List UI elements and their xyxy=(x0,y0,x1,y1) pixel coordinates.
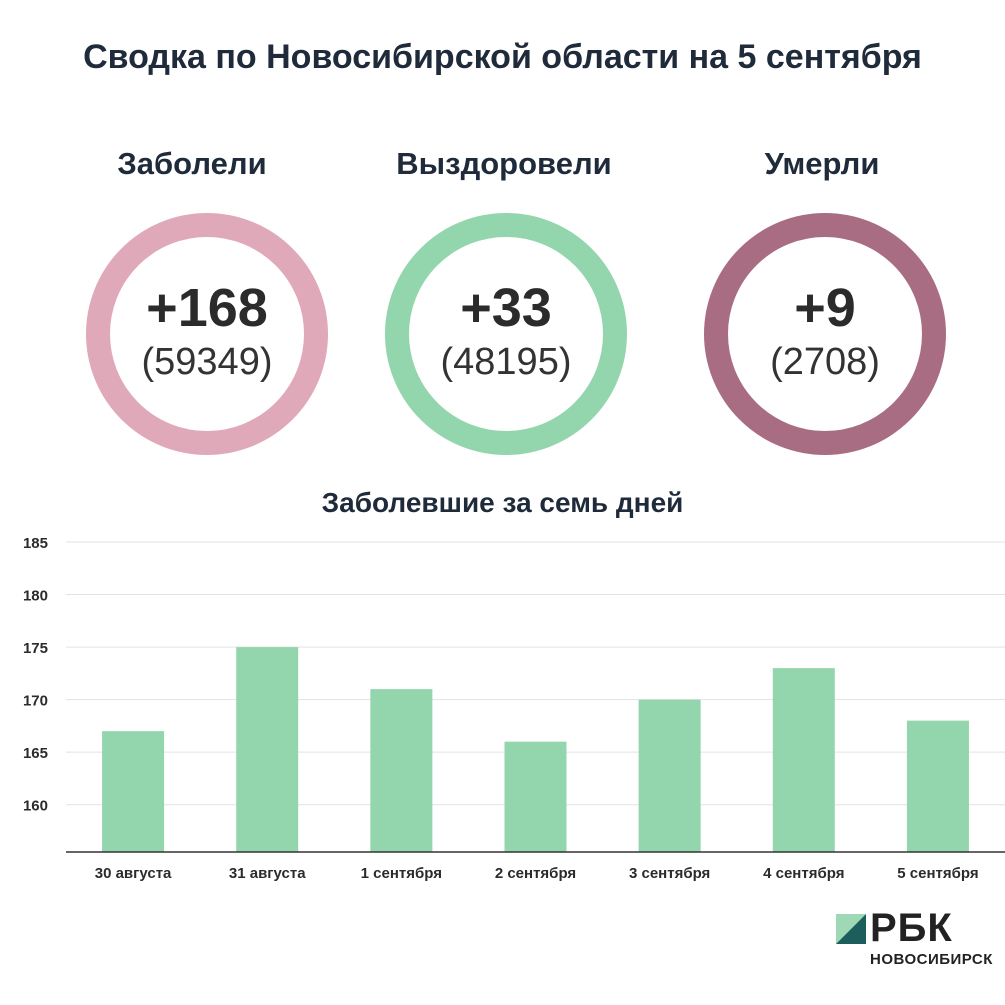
y-tick-label: 165 xyxy=(23,745,48,762)
y-tick-label: 180 xyxy=(23,588,48,605)
x-tick-label: 1 сентября xyxy=(361,865,442,882)
y-tick-label: 160 xyxy=(23,798,48,815)
stat-total-recovered: (48195) xyxy=(440,341,572,383)
bar xyxy=(906,720,969,852)
stat-ring-deaths: +9 (2708) xyxy=(704,213,946,455)
bar xyxy=(102,731,165,852)
bar xyxy=(370,689,433,852)
y-tick-label: 170 xyxy=(23,693,48,710)
x-tick-label: 2 сентября xyxy=(495,865,576,882)
logo-name: РБК xyxy=(870,906,953,950)
stat-ring-infected: +168 (59349) xyxy=(86,213,328,455)
stat-value-infected: +168 xyxy=(146,278,268,338)
x-tick-label: 3 сентября xyxy=(629,865,710,882)
stat-label-infected: Заболели xyxy=(117,146,267,181)
stat-ring-recovered: +33 (48195) xyxy=(385,213,627,455)
logo-subtitle: НОВОСИБИРСК xyxy=(870,951,993,968)
stat-label-deaths: Умерли xyxy=(764,146,880,181)
rbc-logo-mark xyxy=(836,914,866,944)
page-title: Сводка по Новосибирской области на 5 сен… xyxy=(83,38,922,76)
y-tick-label: 185 xyxy=(23,535,48,552)
bar xyxy=(638,699,701,852)
stat-value-deaths: +9 xyxy=(794,278,856,338)
x-tick-label: 5 сентября xyxy=(897,865,978,882)
x-tick-label: 31 августа xyxy=(229,865,306,882)
rbc-logo: РБК НОВОСИБИРСК xyxy=(836,908,996,974)
bar xyxy=(504,741,567,852)
y-tick-label: 175 xyxy=(23,640,48,657)
bar xyxy=(772,668,835,852)
stat-total-deaths: (2708) xyxy=(770,341,880,383)
stat-value-recovered: +33 xyxy=(460,278,552,338)
x-tick-label: 4 сентября xyxy=(763,865,844,882)
stat-total-infected: (59349) xyxy=(141,341,273,383)
stat-label-recovered: Выздоровели xyxy=(396,146,612,181)
bar-chart: 160 165 170 175 180 185 30 августа 31 августа 1 … xyxy=(23,535,1005,882)
x-tick-label: 30 августа xyxy=(95,865,172,882)
bar xyxy=(236,647,299,852)
chart-title: Заболевшие за семь дней xyxy=(321,487,684,518)
